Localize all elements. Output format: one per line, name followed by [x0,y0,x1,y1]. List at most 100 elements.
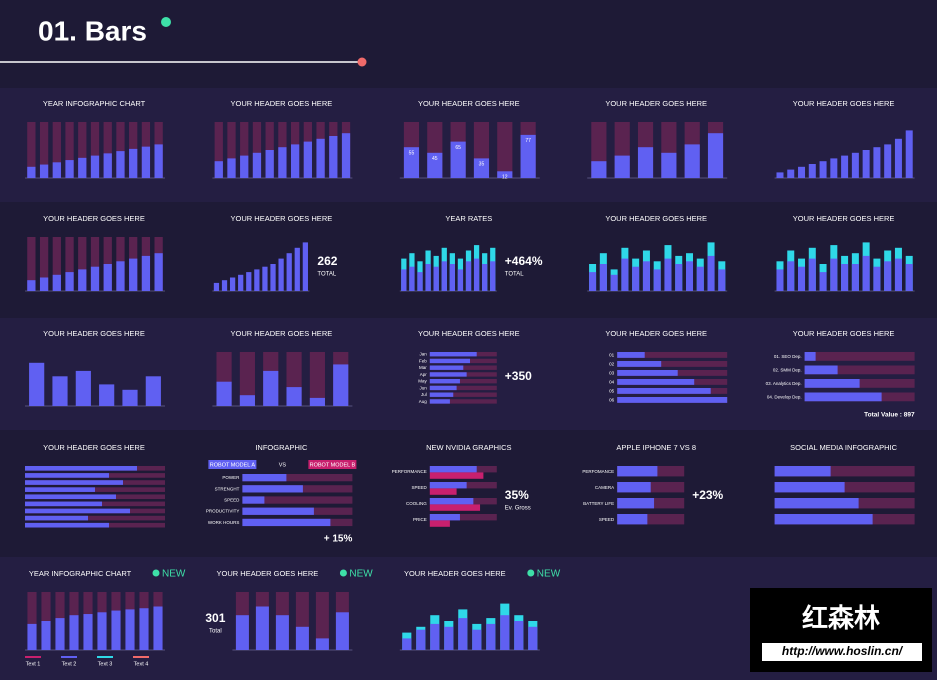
bar [617,466,658,477]
bar [808,164,816,178]
bar [303,141,312,178]
panel-title: YOUR HEADER GOES HERE [793,214,895,223]
row-label: Feb [419,358,427,363]
bar [69,615,79,650]
bar [90,155,100,178]
bar [664,258,672,291]
legend-swatch [61,656,77,658]
bar [862,150,870,178]
row-label: May [418,379,427,384]
bar [78,269,87,291]
bar [429,498,474,505]
bar [841,264,849,291]
legend-swatch [25,656,41,658]
page-title: 01. Bars [38,15,147,46]
bar [433,266,439,291]
track [617,361,728,367]
bar [265,150,274,178]
track [242,496,353,504]
column-bg [214,122,223,178]
row-label: SPEED [412,485,428,490]
legend-label: Text 2 [62,661,77,667]
bar [661,152,677,178]
bar [27,280,36,291]
bar [444,626,454,650]
bar [242,507,314,515]
value-label: 45 [432,156,438,162]
bar [39,164,49,178]
panel-title: YEAR INFOGRAPHIC CHART [43,99,146,108]
bar [429,514,460,521]
row-label: PERFOMANCE [582,469,614,474]
bar [97,612,107,650]
bar [614,155,630,178]
big-sub: Total [209,629,222,635]
track [804,352,915,361]
bar [617,361,662,367]
bar [429,358,470,364]
bar [707,133,724,178]
bar [242,496,265,504]
bar [409,266,415,291]
bar [153,606,163,650]
bar [884,261,892,291]
bar [25,522,109,528]
bar [599,264,607,291]
bar [473,158,490,178]
bar [335,612,349,650]
bar [213,282,220,291]
row-label: 06 [609,397,615,402]
column-bg [27,592,37,650]
row-label: PRICE [413,517,427,522]
bar [242,485,303,493]
bar [295,626,309,650]
watermark-url: http://www.hoslin.cn/ [782,644,904,658]
bar [103,264,112,291]
bar [873,266,881,291]
bar [429,466,477,473]
row-label: BATTERY LIFE [583,501,614,506]
bar [139,608,149,650]
bar [718,269,726,291]
bar [103,153,112,178]
bar [497,171,513,178]
bar [450,141,466,178]
row-label: 01. SEO Dep. [774,354,802,359]
bar [242,518,331,527]
legend-label: Text 3 [98,661,113,667]
bar [403,147,420,178]
dot [161,17,171,27]
bar [154,253,163,291]
bar [333,364,349,406]
bar [851,264,859,291]
bar [830,258,838,291]
bar [41,621,51,650]
badge: NEW [162,569,186,580]
column-bg [52,122,61,178]
column-bg [240,122,249,178]
big-value: 301 [205,611,225,625]
bar [286,387,302,406]
row-label: 01 [609,352,615,357]
watermark-name: 红森林 [802,603,880,633]
bar [52,376,68,406]
column-bg [239,352,255,406]
bar [262,266,268,291]
bar [329,136,338,178]
bar [617,388,711,394]
bar [617,482,651,493]
panel-title: YOUR HEADER GOES HERE [217,569,319,578]
bar [255,606,269,650]
bar [429,520,450,527]
big-sub: TOTAL [505,272,524,278]
bar [621,258,629,291]
bar [239,395,255,406]
row-label: Jun [420,385,428,390]
panel-title: SOCIAL MEDIA INFOGRAPHIC [790,443,897,452]
row-label: Mar [419,365,427,370]
column-bg [103,122,112,178]
watermark: 红森林 http://www.hoslin.cn/ [750,588,932,672]
bar [490,261,496,291]
column-bg [78,122,87,178]
